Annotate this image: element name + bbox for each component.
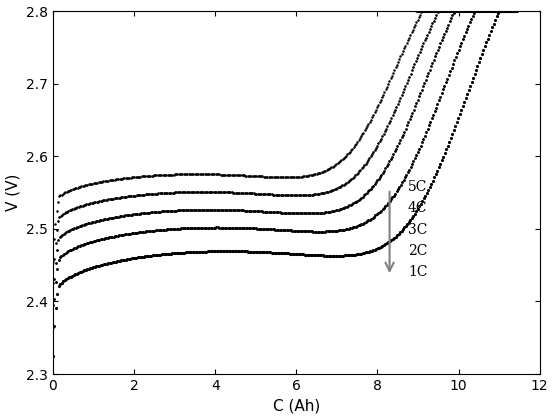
Text: 5C: 5C bbox=[408, 180, 427, 194]
Text: 4C: 4C bbox=[408, 201, 427, 215]
Text: 2C: 2C bbox=[408, 244, 427, 258]
Text: 1C: 1C bbox=[408, 265, 427, 279]
Y-axis label: V (V): V (V) bbox=[6, 174, 20, 211]
X-axis label: C (Ah): C (Ah) bbox=[273, 398, 320, 414]
Text: 3C: 3C bbox=[408, 222, 427, 237]
